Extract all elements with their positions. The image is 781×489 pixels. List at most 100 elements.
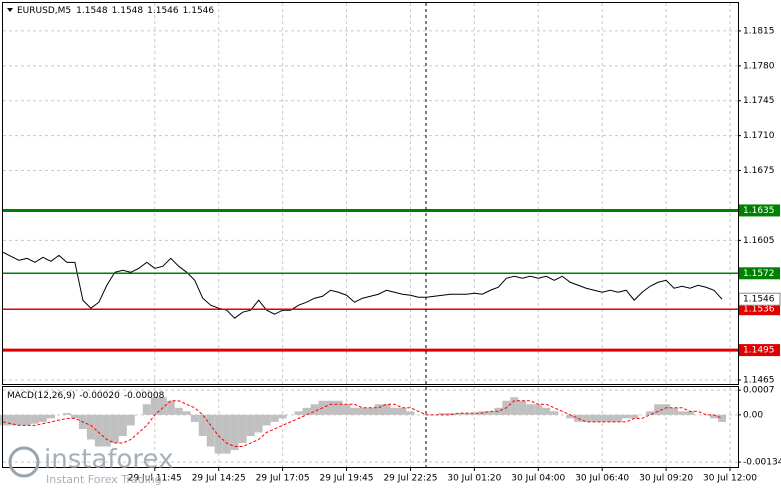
watermark: instaforex Instant Forex Trading bbox=[8, 445, 173, 486]
x-tick-label: 30 Jul 06:40 bbox=[575, 474, 629, 484]
level-label-box bbox=[739, 344, 780, 357]
macd-bar bbox=[670, 407, 679, 415]
x-tick-label: 29 Jul 11:45 bbox=[128, 474, 182, 484]
macd-bar bbox=[606, 414, 615, 422]
y-tick-label: 1.1710 bbox=[743, 131, 775, 141]
logo-icon bbox=[8, 446, 40, 478]
macd-bar bbox=[374, 404, 383, 415]
y-tick-label: 1.1745 bbox=[743, 96, 775, 106]
y-tick-label: 0.00 bbox=[743, 410, 763, 420]
macd-bar bbox=[342, 404, 351, 415]
macd-bar bbox=[30, 414, 39, 424]
macd-bar bbox=[406, 411, 415, 415]
dropdown-icon bbox=[7, 8, 13, 12]
macd-bar bbox=[254, 414, 263, 433]
macd-bar bbox=[534, 404, 543, 415]
price-line bbox=[2, 251, 723, 319]
macd-bar bbox=[382, 404, 391, 415]
macd-bar bbox=[622, 414, 631, 419]
macd-bar bbox=[310, 404, 319, 415]
y-tick-label: -0.00134 bbox=[743, 458, 781, 468]
macd-bar bbox=[0, 414, 7, 426]
macd-bar bbox=[222, 414, 231, 454]
macd-bar bbox=[350, 407, 359, 415]
ohlc-open: 1.1548 bbox=[76, 6, 108, 16]
x-tick-label: 30 Jul 09:20 bbox=[639, 474, 693, 484]
macd-bar bbox=[46, 414, 55, 419]
macd-bar bbox=[630, 414, 639, 419]
macd-bar bbox=[302, 407, 311, 415]
macd-bar bbox=[206, 414, 215, 447]
macd-bar bbox=[718, 414, 727, 422]
macd-bar bbox=[590, 414, 599, 422]
macd-readout: -0.00020 bbox=[79, 391, 120, 401]
macd-bar bbox=[366, 407, 375, 415]
macd-bar bbox=[214, 414, 223, 454]
macd-bar bbox=[550, 411, 559, 415]
macd-bar bbox=[526, 404, 535, 415]
macd-bar bbox=[158, 397, 167, 415]
macd-bar bbox=[142, 404, 151, 415]
level-label: 1.1536 bbox=[743, 305, 775, 315]
ohlc-close: 1.1546 bbox=[183, 6, 215, 16]
macd-bar bbox=[446, 413, 455, 415]
tagline: Instant Forex Trading bbox=[46, 473, 162, 486]
macd-readout: -0.00008 bbox=[124, 391, 165, 401]
ohlc-low: 1.1546 bbox=[147, 6, 179, 16]
macd-bar bbox=[542, 407, 551, 415]
macd-bar bbox=[190, 414, 199, 422]
macd-bar bbox=[230, 414, 239, 451]
macd-bar bbox=[294, 411, 303, 415]
macd-bar bbox=[398, 407, 407, 415]
macd-bar bbox=[582, 414, 591, 422]
level-label-box bbox=[739, 303, 780, 316]
level-label: 1.1635 bbox=[743, 206, 775, 216]
macd-bar bbox=[270, 414, 279, 422]
macd-bar bbox=[566, 414, 575, 419]
y-tick-label: 1.1605 bbox=[743, 236, 775, 246]
x-tick-label: 30 Jul 12:00 bbox=[703, 474, 757, 484]
macd-bar bbox=[598, 414, 607, 422]
macd-bar bbox=[102, 414, 111, 447]
plot-layer: 1.1815 1.1780 1.1745 1.1710 1.1675 1.1605 1.14… bbox=[0, 3, 781, 484]
macd-bar bbox=[70, 414, 79, 419]
level-label-box bbox=[739, 204, 780, 217]
macd-bar bbox=[166, 400, 175, 415]
macd-bar bbox=[678, 411, 687, 415]
macd-bar bbox=[198, 414, 207, 436]
y-tick-label: 1.1780 bbox=[743, 61, 775, 71]
macd-bar bbox=[574, 414, 583, 422]
macd-bar bbox=[662, 404, 671, 415]
macd-bar bbox=[22, 414, 31, 426]
level-label-box bbox=[739, 267, 780, 280]
macd-bar bbox=[110, 414, 119, 444]
y-tick-label: 0.0007 bbox=[743, 386, 775, 396]
level-label: 1.1572 bbox=[743, 269, 775, 279]
y-tick-label: 1.1675 bbox=[743, 166, 775, 176]
macd-frame bbox=[2, 386, 739, 468]
symbol: EURUSD,M5 bbox=[17, 6, 71, 16]
x-tick-label: 30 Jul 01:20 bbox=[447, 474, 501, 484]
macd-bar bbox=[454, 413, 463, 415]
macd-bar bbox=[126, 414, 135, 426]
macd-bar bbox=[614, 414, 623, 422]
macd-header: MACD(12,26,9) -0.00020 -0.00008 bbox=[7, 391, 165, 401]
macd-bar bbox=[438, 413, 447, 415]
macd-bar bbox=[462, 413, 471, 415]
macd-bar bbox=[686, 411, 695, 415]
macd-bar bbox=[246, 414, 255, 436]
macd-bar bbox=[262, 414, 271, 426]
y-tick-label: 1.1815 bbox=[743, 26, 775, 36]
macd-bar bbox=[358, 407, 367, 415]
macd-bar bbox=[326, 400, 335, 415]
macd-bar bbox=[14, 414, 23, 426]
level-label: 1.1495 bbox=[743, 346, 775, 356]
macd-bar bbox=[470, 413, 479, 415]
price-frame bbox=[2, 2, 739, 385]
last-price-label: 1.1546 bbox=[743, 295, 775, 305]
macd-bar bbox=[646, 411, 655, 415]
macd-bar bbox=[654, 404, 663, 415]
